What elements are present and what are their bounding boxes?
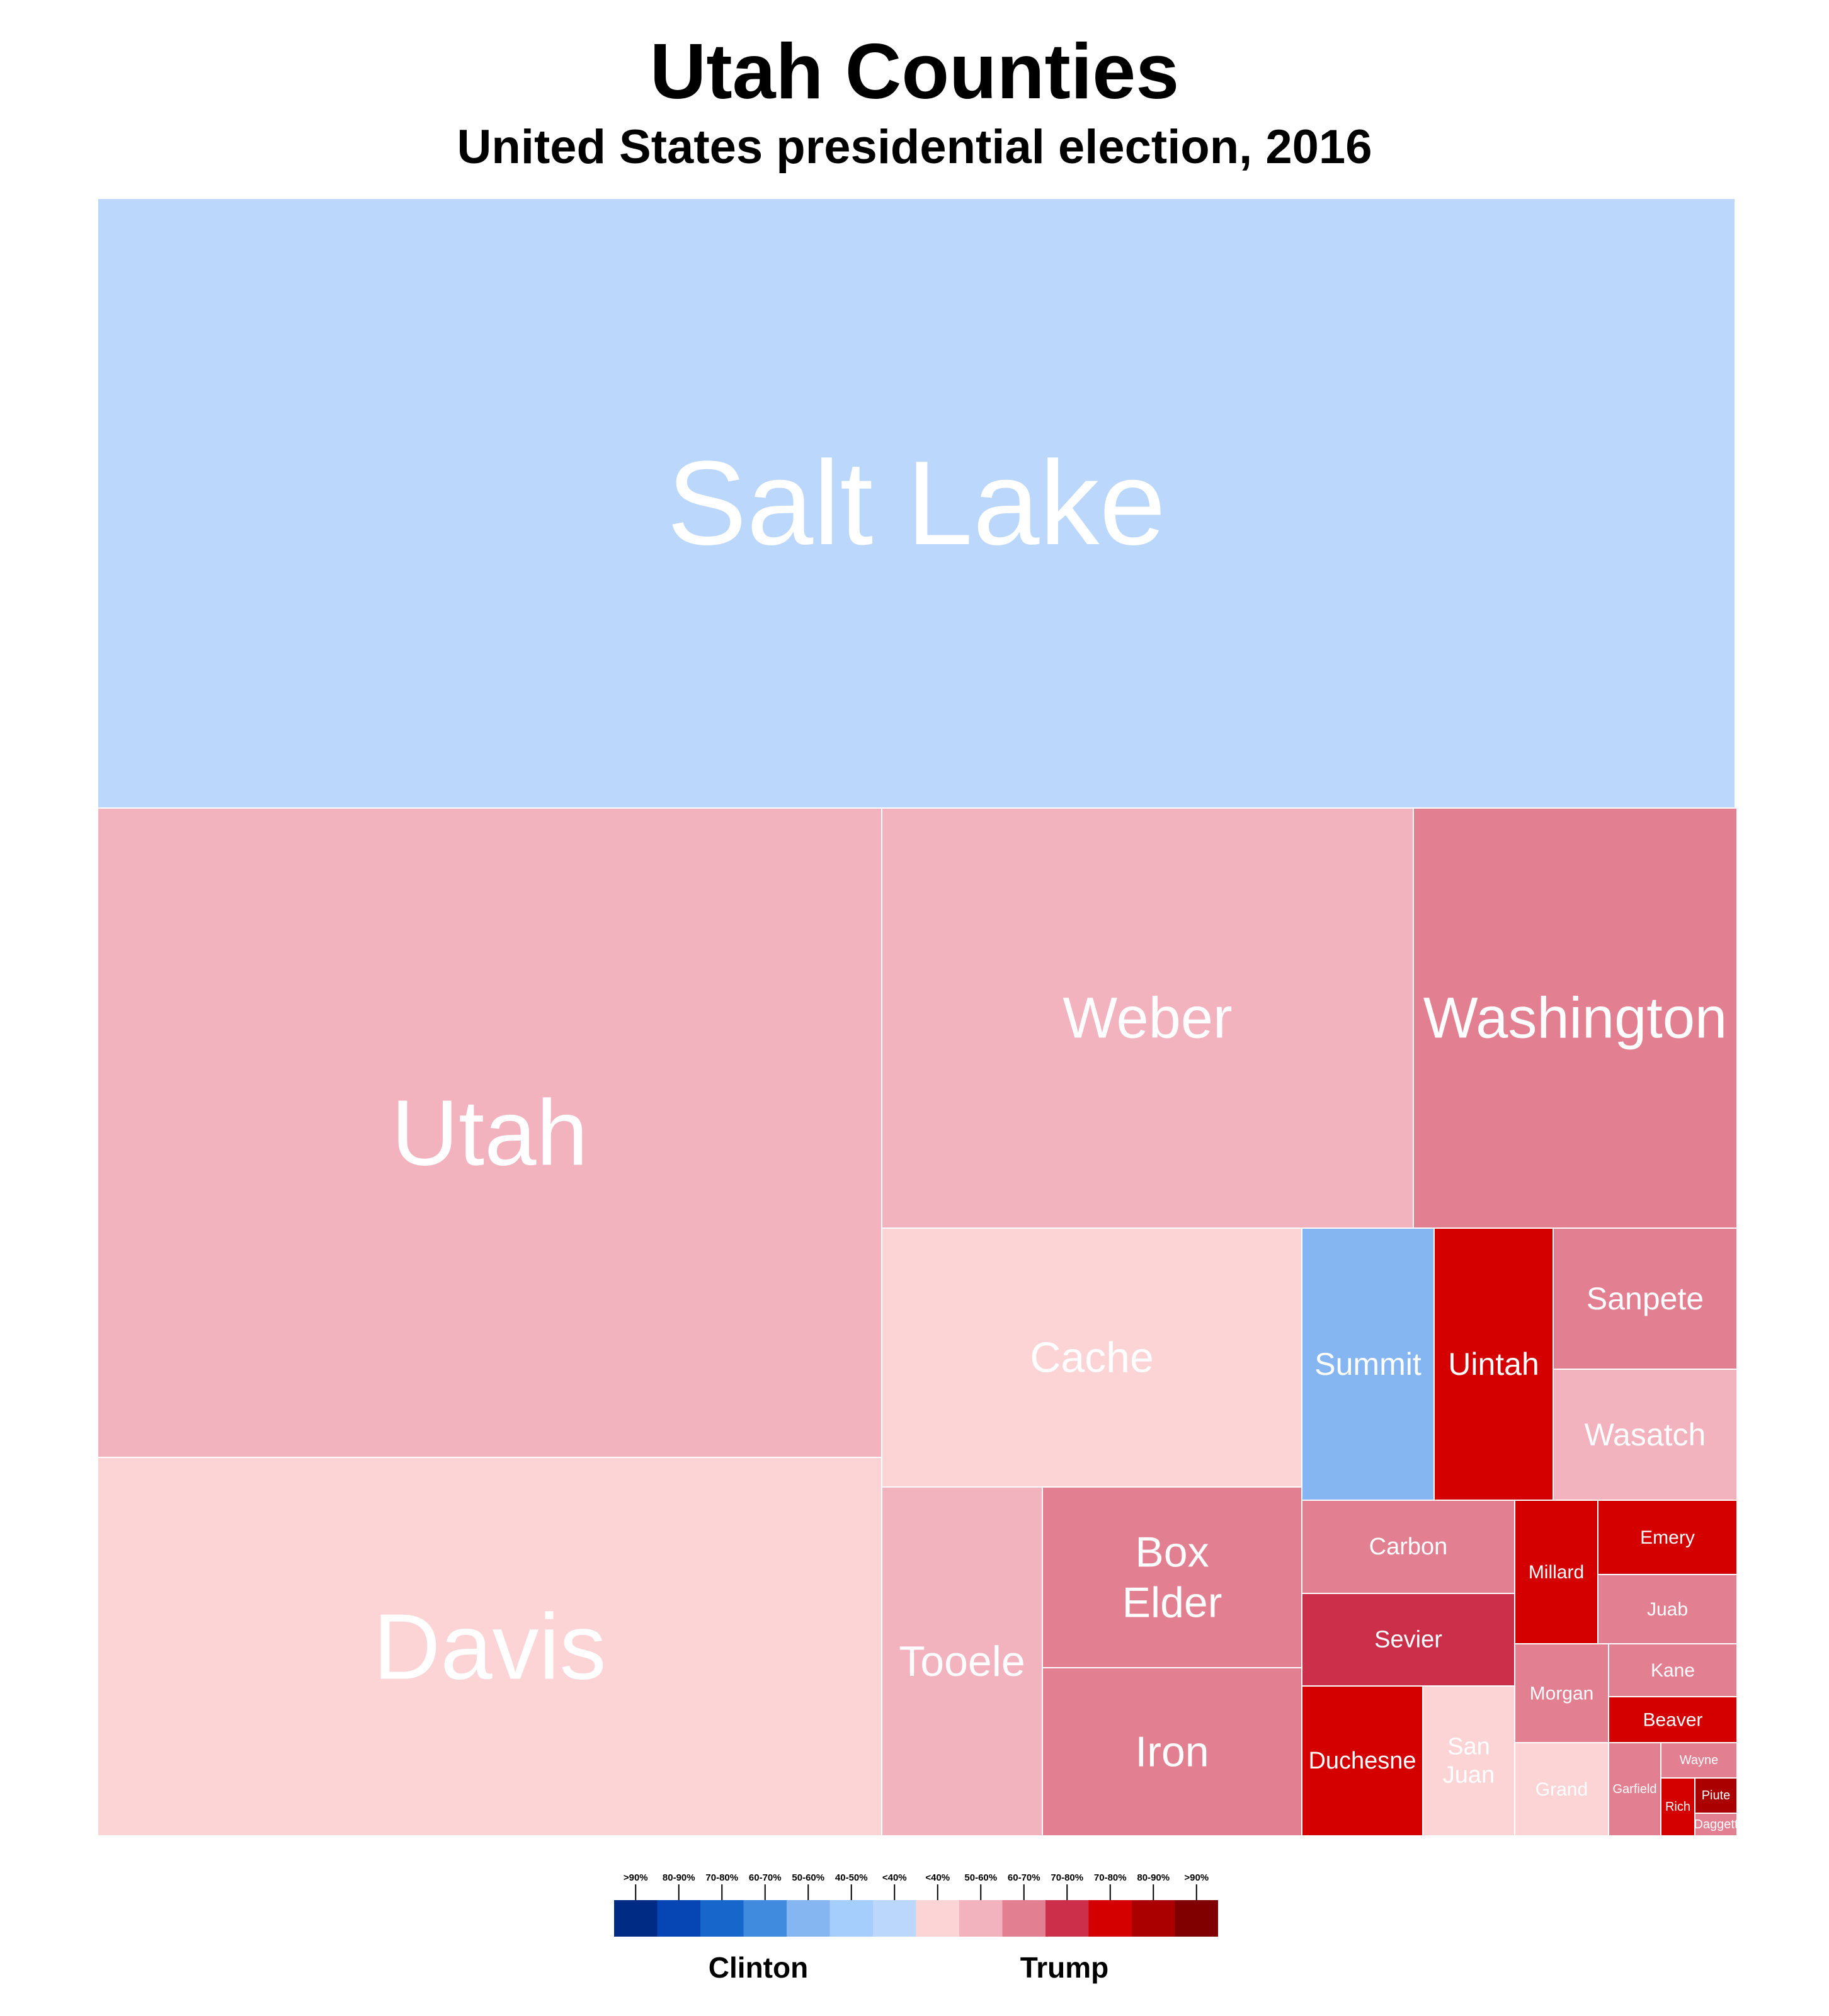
county-rect-grand <box>1514 1742 1609 1837</box>
chart-title: Utah Counties <box>649 28 1180 115</box>
county-tile-davis: Davis <box>97 1457 882 1837</box>
county-label-salt-lake: Salt Lake <box>667 436 1166 570</box>
county-label-iron: Iron <box>1135 1728 1209 1776</box>
county-label-carbon: Carbon <box>1369 1534 1448 1560</box>
county-tile-salt-lake: Salt Lake <box>97 198 1736 809</box>
county-rect-daggett <box>1694 1813 1738 1837</box>
county-rect-washington <box>1413 807 1738 1229</box>
county-tile-cache: Cache <box>881 1227 1302 1488</box>
county-label-grand: Grand <box>1536 1779 1588 1800</box>
county-tile-weber: Weber <box>881 807 1414 1229</box>
county-rect-box-elder <box>1042 1486 1302 1668</box>
county-rect-juab <box>1597 1574 1738 1644</box>
county-label-sevier: Sevier <box>1374 1627 1442 1653</box>
county-tile-box-elder: Box Elder <box>1042 1486 1302 1668</box>
county-rect-emery <box>1597 1500 1738 1575</box>
county-label-daggett: Daggett <box>1694 1818 1738 1831</box>
county-tile-iron: Iron <box>1042 1667 1302 1837</box>
county-label-rich: Rich <box>1665 1800 1690 1814</box>
county-label-box-elder: Box Elder <box>1122 1528 1222 1626</box>
county-label-garfield: Garfield <box>1612 1782 1656 1796</box>
county-tile-sanpete: Sanpete <box>1553 1227 1738 1370</box>
county-label-morgan: Morgan <box>1530 1683 1594 1704</box>
county-rect-san-juan <box>1422 1685 1515 1837</box>
county-tile-summit: Summit <box>1301 1227 1435 1501</box>
county-label-wasatch: Wasatch <box>1585 1417 1706 1452</box>
county-tile-millard: Millard <box>1514 1500 1598 1644</box>
county-label-weber: Weber <box>1063 986 1232 1051</box>
county-tile-daggett: Daggett <box>1694 1813 1738 1837</box>
county-label-beaver: Beaver <box>1643 1709 1702 1730</box>
county-label-kane: Kane <box>1651 1660 1695 1681</box>
county-tile-piute: Piute <box>1694 1777 1738 1814</box>
county-rect-duchesne <box>1301 1685 1423 1837</box>
county-label-cache: Cache <box>1030 1334 1154 1382</box>
county-rect-garfield <box>1608 1742 1661 1837</box>
county-rect-tooele <box>881 1486 1043 1837</box>
county-tile-beaver: Beaver <box>1608 1696 1738 1743</box>
county-rect-wayne <box>1660 1742 1738 1779</box>
county-label-millard: Millard <box>1529 1562 1584 1583</box>
county-rect-weber <box>881 807 1414 1229</box>
county-tile-wasatch: Wasatch <box>1553 1369 1738 1501</box>
county-rect-davis <box>97 1457 882 1837</box>
county-rect-utah <box>97 807 882 1458</box>
county-tile-kane: Kane <box>1608 1643 1738 1697</box>
county-label-san-juan: San Juan <box>1443 1734 1495 1789</box>
county-label-washington: Washington <box>1423 986 1727 1051</box>
county-rect-iron <box>1042 1667 1302 1837</box>
county-label-tooele: Tooele <box>899 1637 1025 1685</box>
county-rect-piute <box>1694 1777 1738 1814</box>
county-tile-washington: Washington <box>1413 807 1738 1229</box>
county-label-emery: Emery <box>1640 1527 1695 1548</box>
county-label-piute: Piute <box>1702 1789 1731 1802</box>
county-label-wayne: Wayne <box>1680 1753 1719 1767</box>
county-label-summit: Summit <box>1314 1347 1422 1382</box>
county-rect-uintah <box>1433 1227 1554 1501</box>
county-tile-tooele: Tooele <box>881 1486 1043 1837</box>
county-rect-morgan <box>1514 1643 1609 1743</box>
county-tile-duchesne: Duchesne <box>1301 1685 1423 1837</box>
county-label-sanpete: Sanpete <box>1587 1281 1704 1316</box>
county-label-duchesne: Duchesne <box>1308 1748 1416 1774</box>
county-tile-utah: Utah <box>97 807 882 1458</box>
county-tile-wayne: Wayne <box>1660 1742 1738 1779</box>
county-rect-sevier <box>1301 1593 1515 1687</box>
county-label-davis: Davis <box>373 1595 606 1699</box>
county-label-uintah: Uintah <box>1448 1347 1539 1382</box>
county-tile-grand: Grand <box>1514 1742 1609 1837</box>
county-rect-millard <box>1514 1500 1598 1644</box>
county-tile-garfield: Garfield <box>1608 1742 1661 1837</box>
county-rect-wasatch <box>1553 1369 1738 1501</box>
county-tile-sevier: Sevier <box>1301 1593 1515 1687</box>
county-rect-summit <box>1301 1227 1435 1501</box>
chart-subtitle: United States presidential election, 201… <box>457 120 1372 174</box>
county-tile-carbon: Carbon <box>1301 1500 1515 1594</box>
county-tile-emery: Emery <box>1597 1500 1738 1575</box>
county-tile-uintah: Uintah <box>1433 1227 1554 1501</box>
county-label-utah: Utah <box>391 1081 588 1185</box>
county-rect-cache <box>881 1227 1302 1488</box>
county-tile-rich: Rich <box>1660 1777 1695 1837</box>
county-rect-rich <box>1660 1777 1695 1837</box>
county-tile-juab: Juab <box>1597 1574 1738 1644</box>
county-rect-salt-lake <box>97 198 1736 809</box>
county-tile-morgan: Morgan <box>1514 1643 1609 1743</box>
county-tile-san-juan: San Juan <box>1422 1685 1515 1837</box>
county-label-juab: Juab <box>1647 1599 1688 1620</box>
